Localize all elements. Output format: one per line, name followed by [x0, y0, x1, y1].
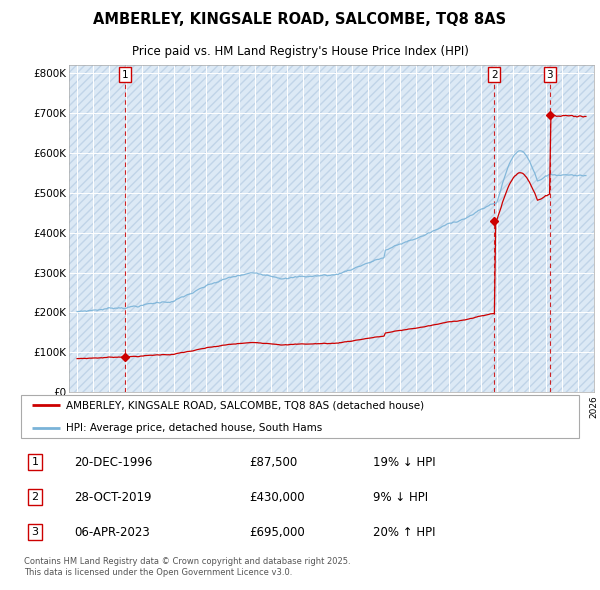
Text: 3: 3: [547, 70, 553, 80]
Text: £695,000: £695,000: [249, 526, 305, 539]
Text: 1: 1: [122, 70, 128, 80]
Text: 20% ↑ HPI: 20% ↑ HPI: [373, 526, 436, 539]
FancyBboxPatch shape: [21, 395, 579, 438]
Text: 9% ↓ HPI: 9% ↓ HPI: [373, 490, 428, 504]
Text: AMBERLEY, KINGSALE ROAD, SALCOMBE, TQ8 8AS: AMBERLEY, KINGSALE ROAD, SALCOMBE, TQ8 8…: [94, 12, 506, 27]
Text: 2: 2: [491, 70, 497, 80]
Text: 19% ↓ HPI: 19% ↓ HPI: [373, 455, 436, 468]
Text: 3: 3: [31, 527, 38, 537]
Text: AMBERLEY, KINGSALE ROAD, SALCOMBE, TQ8 8AS (detached house): AMBERLEY, KINGSALE ROAD, SALCOMBE, TQ8 8…: [66, 401, 424, 411]
Text: 2: 2: [31, 492, 38, 502]
Text: Contains HM Land Registry data © Crown copyright and database right 2025.
This d: Contains HM Land Registry data © Crown c…: [23, 558, 350, 577]
Text: £87,500: £87,500: [249, 455, 298, 468]
Text: Price paid vs. HM Land Registry's House Price Index (HPI): Price paid vs. HM Land Registry's House …: [131, 45, 469, 58]
Text: 28-OCT-2019: 28-OCT-2019: [74, 490, 152, 504]
Text: 06-APR-2023: 06-APR-2023: [74, 526, 150, 539]
Text: £430,000: £430,000: [249, 490, 305, 504]
Text: HPI: Average price, detached house, South Hams: HPI: Average price, detached house, Sout…: [66, 422, 322, 432]
Text: 1: 1: [31, 457, 38, 467]
Text: 20-DEC-1996: 20-DEC-1996: [74, 455, 153, 468]
